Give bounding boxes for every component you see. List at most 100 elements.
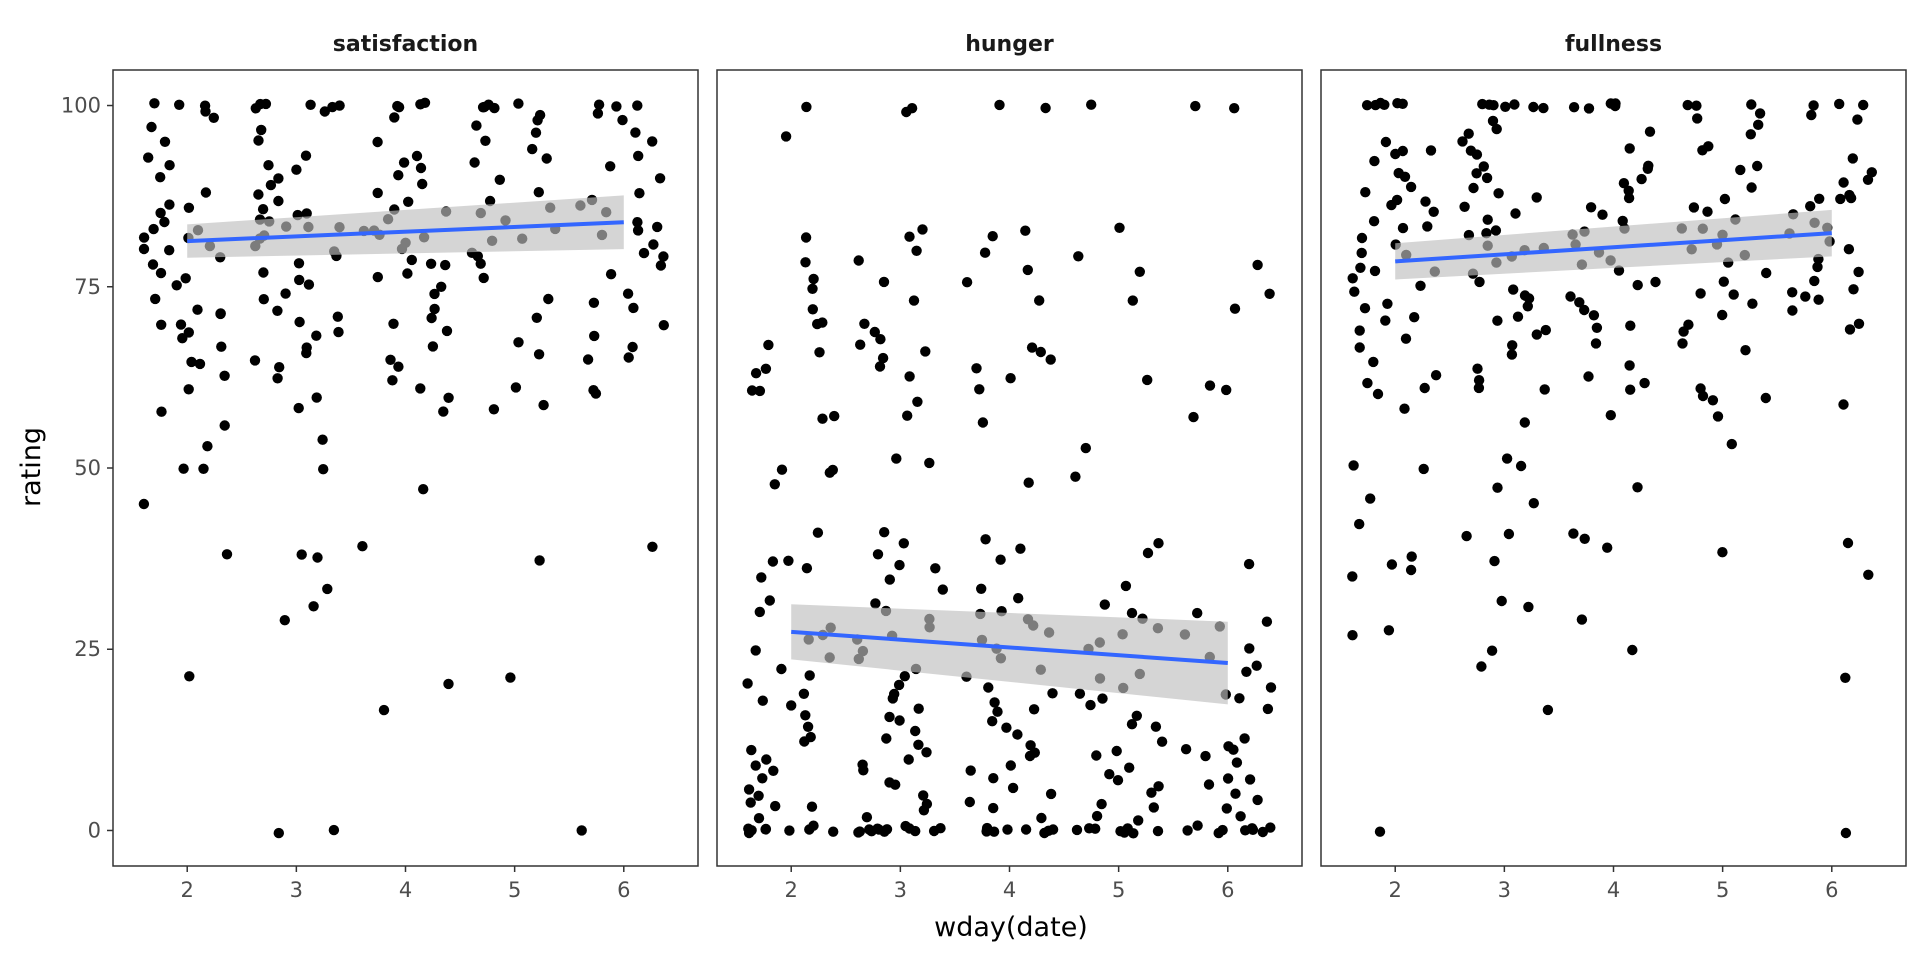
data-point	[864, 824, 875, 835]
data-point	[589, 330, 600, 342]
data-point	[1361, 100, 1373, 111]
data-point	[981, 822, 993, 834]
data-point	[1618, 178, 1630, 189]
data-point	[1863, 569, 1874, 580]
data-point	[1754, 108, 1766, 119]
data-point	[443, 392, 454, 403]
data-point	[265, 179, 277, 191]
data-point	[1787, 305, 1798, 316]
data-point	[1114, 222, 1125, 233]
data-point	[746, 744, 757, 756]
data-point	[1420, 196, 1431, 207]
y-tick-label: 75	[74, 275, 101, 299]
data-point	[1842, 537, 1854, 549]
data-point	[873, 824, 885, 835]
data-point	[478, 272, 489, 284]
data-point	[1356, 247, 1367, 259]
data-point	[1576, 614, 1588, 625]
data-point	[429, 288, 440, 300]
data-point	[388, 318, 399, 329]
data-point	[588, 297, 600, 308]
data-point	[1639, 377, 1650, 389]
data-point	[1531, 329, 1543, 340]
data-point	[1241, 666, 1252, 677]
data-point	[328, 824, 340, 836]
data-point	[828, 826, 839, 837]
data-point	[1399, 171, 1411, 182]
data-point	[750, 368, 762, 379]
data-point	[411, 150, 423, 162]
data-point	[1153, 538, 1164, 549]
data-point	[138, 243, 150, 255]
data-point	[891, 453, 902, 464]
x-tick-label: 5	[1716, 878, 1729, 902]
confidence-band	[187, 195, 624, 258]
data-point	[164, 160, 175, 171]
data-point	[633, 150, 644, 162]
data-point	[746, 385, 758, 396]
data-point	[138, 498, 150, 510]
data-point	[750, 645, 761, 656]
data-point	[1192, 607, 1203, 619]
data-point	[1229, 303, 1241, 314]
data-point	[436, 281, 447, 292]
data-point	[471, 120, 482, 131]
data-point	[149, 98, 160, 109]
data-point	[800, 710, 811, 721]
data-point	[1597, 209, 1608, 220]
data-point	[1043, 825, 1054, 836]
x-tick-label: 5	[1112, 878, 1125, 902]
data-point	[1487, 115, 1499, 127]
data-point	[1507, 340, 1518, 351]
data-point	[632, 217, 643, 228]
data-point	[1244, 643, 1255, 654]
data-point	[928, 825, 940, 837]
data-point	[776, 464, 788, 475]
data-point	[807, 304, 818, 315]
data-point	[974, 384, 985, 395]
data-point	[965, 765, 976, 776]
data-point	[829, 410, 840, 422]
data-point	[605, 161, 616, 172]
data-point	[1843, 244, 1855, 255]
x-tick-label: 3	[290, 878, 303, 902]
data-point	[1091, 810, 1103, 822]
data-point	[532, 115, 543, 126]
data-point	[258, 294, 269, 305]
data-point	[879, 527, 890, 538]
data-point	[398, 157, 410, 168]
data-point	[1264, 288, 1275, 299]
data-point	[183, 384, 194, 395]
data-point	[1230, 788, 1241, 799]
data-point	[1835, 193, 1846, 205]
data-point	[988, 773, 999, 784]
data-point	[322, 583, 333, 595]
facet-title: hunger	[965, 32, 1054, 57]
data-point	[393, 170, 404, 181]
data-point	[1090, 823, 1101, 834]
data-point	[920, 346, 931, 357]
data-point	[1126, 607, 1138, 619]
data-point	[1473, 382, 1485, 394]
data-point	[912, 396, 923, 407]
data-point	[443, 678, 454, 690]
data-point	[164, 245, 175, 256]
data-point	[1632, 482, 1643, 493]
data-point	[475, 258, 486, 269]
data-point	[783, 555, 794, 566]
data-point	[219, 370, 230, 381]
data-point	[1808, 100, 1819, 111]
x-tick-label: 2	[1389, 878, 1402, 902]
data-point	[1492, 482, 1503, 493]
data-point	[425, 258, 437, 269]
data-point	[1519, 417, 1531, 428]
data-point	[1244, 774, 1256, 785]
data-point	[1760, 392, 1772, 404]
data-point	[1702, 206, 1713, 217]
data-point	[1071, 824, 1083, 836]
data-point	[1740, 345, 1751, 356]
data-point	[1847, 153, 1859, 164]
data-point	[627, 341, 638, 353]
data-point	[756, 572, 767, 583]
data-point	[1111, 745, 1122, 757]
